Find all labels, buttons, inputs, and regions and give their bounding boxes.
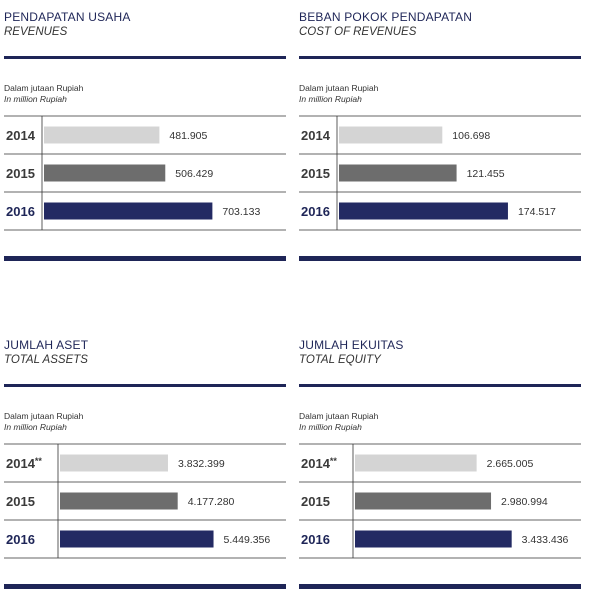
bar-2015 [339, 164, 457, 182]
value-label: 4.177.280 [188, 496, 235, 508]
chart-subtitle: TOTAL ASSETS [4, 354, 88, 366]
bar-2016 [339, 202, 508, 220]
top-rule [4, 384, 286, 387]
chart-subtitle: REVENUES [4, 26, 68, 38]
bar-2016 [44, 202, 213, 220]
value-label: 174.517 [518, 206, 556, 218]
chart-title: JUMLAH EKUITAS [299, 338, 404, 352]
unit-en: In million Rupiah [299, 422, 362, 432]
top-rule [299, 56, 581, 59]
value-label: 106.698 [452, 130, 490, 142]
bar-2014 [60, 454, 168, 472]
unit-note: Dalam jutaan Rupiah In million Rupiah [299, 83, 378, 105]
chart-panel-total-assets: JUMLAH ASET TOTAL ASSETS Dalam jutaan Ru… [4, 338, 286, 589]
chart-title: PENDAPATAN USAHA [4, 10, 131, 24]
unit-id: Dalam jutaan Rupiah [299, 83, 379, 93]
bar-2016 [355, 530, 512, 548]
unit-id: Dalam jutaan Rupiah [4, 411, 84, 421]
bottom-rule [4, 584, 286, 589]
value-label: 3.433.436 [522, 534, 569, 546]
bar-chart: 2014 106.698 2015 121.455 2016 174.517 [299, 115, 581, 231]
value-label: 121.455 [467, 168, 505, 180]
unit-id: Dalam jutaan Rupiah [4, 83, 84, 93]
bar-2014 [339, 126, 443, 144]
unit-en: In million Rupiah [4, 422, 67, 432]
value-label: 703.133 [222, 206, 260, 218]
bar-chart: 2014 481.905 2015 506.429 2016 703.133 [4, 115, 286, 231]
bar-2015 [355, 492, 492, 510]
category-label: 2016 [6, 204, 35, 219]
value-label: 3.832.399 [178, 458, 225, 470]
bar-2016 [60, 530, 214, 548]
value-label: 481.905 [169, 130, 207, 142]
value-label: 2.665.005 [487, 458, 534, 470]
category-label: 2016 [301, 532, 330, 547]
unit-note: Dalam jutaan Rupiah In million Rupiah [4, 411, 83, 433]
category-label: 2016 [6, 532, 35, 547]
bar-2015 [60, 492, 178, 510]
chart-title: BEBAN POKOK PENDAPATAN [299, 10, 473, 24]
unit-en: In million Rupiah [4, 94, 67, 104]
category-label: 2014 [6, 128, 36, 143]
category-label: 2015 [301, 166, 330, 181]
bottom-rule [299, 584, 581, 589]
value-label: 2.980.994 [501, 496, 548, 508]
bar-2014 [44, 126, 160, 144]
category-label: 2014** [301, 456, 337, 471]
bar-chart: 2014** 3.832.399 2015 4.177.280 2016 5.449.35… [4, 443, 286, 559]
chart-title: JUMLAH ASET [4, 338, 89, 352]
bottom-rule [4, 256, 286, 261]
chart-panel-cost-of-revenues: BEBAN POKOK PENDAPATAN COST OF REVENUES … [299, 10, 581, 261]
bottom-rule [299, 256, 581, 261]
top-rule [4, 56, 286, 59]
category-label: 2015 [6, 494, 35, 509]
unit-note: Dalam jutaan Rupiah In million Rupiah [299, 411, 378, 433]
chart-subtitle: TOTAL EQUITY [299, 354, 381, 366]
bar-2015 [44, 164, 166, 182]
bar-2014 [355, 454, 477, 472]
category-footnote-mark: ** [35, 456, 43, 466]
top-rule [299, 384, 581, 387]
unit-en: In million Rupiah [299, 94, 362, 104]
chart-panel-revenues: PENDAPATAN USAHA REVENUES Dalam jutaan R… [4, 10, 286, 261]
category-label: 2016 [301, 204, 330, 219]
value-label: 5.449.356 [224, 534, 271, 546]
chart-subtitle: COST OF REVENUES [299, 26, 417, 38]
value-label: 506.429 [175, 168, 213, 180]
unit-id: Dalam jutaan Rupiah [299, 411, 379, 421]
unit-note: Dalam jutaan Rupiah In million Rupiah [4, 83, 83, 105]
chart-panel-total-equity: JUMLAH EKUITAS TOTAL EQUITY Dalam jutaan… [299, 338, 581, 589]
category-label: 2015 [301, 494, 330, 509]
category-label: 2015 [6, 166, 35, 181]
category-label: 2014** [6, 456, 42, 471]
bar-chart: 2014** 2.665.005 2015 2.980.994 2016 3.433.43… [299, 443, 581, 559]
category-label: 2014 [301, 128, 331, 143]
category-footnote-mark: ** [330, 456, 338, 466]
